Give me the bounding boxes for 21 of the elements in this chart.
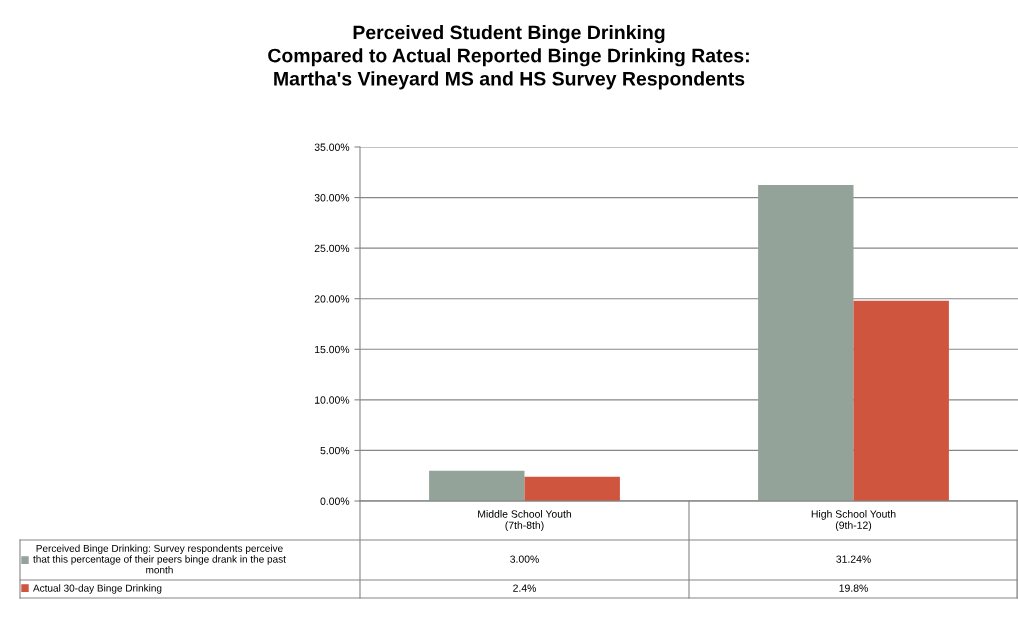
y-tick-label: 10.00% (315, 396, 350, 404)
x-tick-label: High School Youth (9th-12) (811, 510, 896, 531)
y-tick-label: 30.00% (314, 194, 350, 202)
legend-label: Perceived Binge Drinking: Survey respondents perceive that this percentage of their peers binge drank in the past month (33, 544, 286, 574)
data-label: 3.00% (510, 555, 539, 563)
y-tick-label: 35.00% (314, 143, 350, 151)
bar (429, 470, 525, 501)
y-tick-label: 15.00% (315, 345, 350, 354)
data-label: 2.4% (513, 584, 536, 592)
y-tick-label: 5.00% (320, 446, 350, 455)
y-tick-label: 0.00% (320, 497, 350, 505)
data-label: 19.8% (839, 584, 868, 592)
chart-title: Perceived Student Binge Drinking Compared to Actual Reported Binge Drinking Rates: Martha's Vineyard MS and HS Survey Respondents (268, 25, 749, 90)
data-label: 31.24% (836, 555, 871, 563)
x-tick-label: Middle School Youth (7th-8th) (478, 510, 572, 531)
bar (524, 476, 620, 501)
bar (853, 300, 949, 501)
bar (758, 185, 854, 501)
y-tick-label: 20.00% (314, 295, 350, 303)
y-tick-label: 25.00% (314, 244, 350, 253)
legend-label: Actual 30-day Binge Drinking (33, 584, 162, 594)
